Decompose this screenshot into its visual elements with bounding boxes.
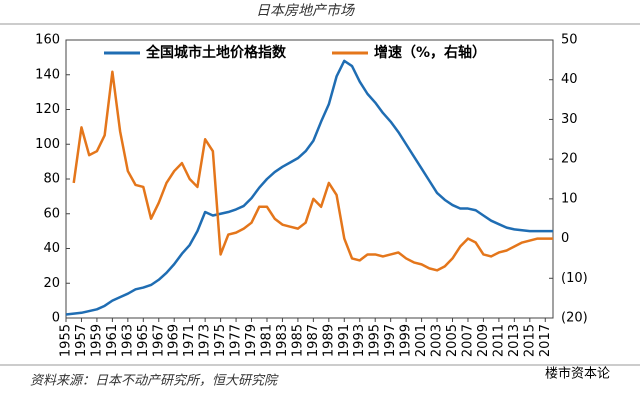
x-tick-label: 1977 — [229, 324, 244, 357]
series-line — [65, 59, 553, 316]
x-tick-label: 2017 — [538, 324, 553, 357]
y-tick-label: 120 — [35, 102, 60, 117]
x-tick-label: 1985 — [290, 324, 305, 357]
plot-frame — [65, 39, 554, 319]
legend-label: 全国城市土地价格指数 — [145, 44, 287, 61]
y-tick-label: 40 — [43, 241, 60, 256]
y-tick-label: 0 — [52, 311, 60, 326]
x-tick-label: 1967 — [151, 324, 166, 357]
x-tick-label: 1969 — [167, 324, 182, 357]
x-tick-label: 1957 — [74, 324, 89, 357]
x-tick-label: 1965 — [136, 324, 151, 357]
x-tick-label: 2011 — [491, 324, 506, 357]
y2-tick-label: 0 — [561, 231, 569, 246]
chart-title: 日本房地产市场 — [256, 3, 355, 19]
x-tick-label: 1979 — [244, 324, 259, 357]
y-tick-label: 100 — [35, 137, 60, 152]
y-tick-label: 140 — [35, 67, 60, 82]
y2-tick-label: 30 — [561, 112, 578, 127]
y2-tick-label: 50 — [561, 33, 578, 48]
x-tick-label: 1981 — [259, 324, 274, 357]
x-tick-label: 1991 — [337, 324, 352, 357]
y-tick-label: 20 — [43, 276, 60, 291]
x-tick-label: 1993 — [352, 324, 367, 357]
x-tick-label: 1989 — [321, 324, 336, 357]
y2-tick-label: 10 — [561, 191, 578, 206]
x-tick-label: 2001 — [414, 324, 429, 357]
y2-tick-label: 20 — [561, 152, 578, 167]
x-tick-label: 1971 — [182, 324, 197, 357]
x-tick-label: 1983 — [275, 324, 290, 357]
x-tick-label: 2013 — [507, 324, 522, 357]
x-tick-label: 1963 — [120, 324, 135, 357]
y-tick-label: 80 — [43, 172, 60, 187]
x-tick-label: 2015 — [522, 324, 537, 357]
y2-tick-label: 40 — [561, 72, 578, 87]
x-tick-label: 1999 — [399, 324, 414, 357]
x-tick-label: 1955 — [59, 324, 74, 357]
x-tick-label: 2005 — [445, 324, 460, 357]
x-tick-label: 1961 — [105, 324, 120, 357]
x-tick-label: 1973 — [198, 324, 213, 357]
legend-label: 增速（%，右轴） — [374, 44, 486, 61]
x-tick-label: 1997 — [383, 324, 398, 357]
y-tick-label: 160 — [35, 33, 60, 48]
x-tick-label: 2003 — [430, 324, 445, 357]
watermark: 楼市资本论 — [545, 366, 610, 382]
x-tick-label: 1975 — [213, 324, 228, 357]
x-tick-label: 1987 — [306, 324, 321, 357]
x-tick-label: 2007 — [460, 324, 475, 357]
y2-tick-label: (20) — [561, 311, 588, 326]
x-tick-label: 1995 — [368, 324, 383, 357]
y-tick-label: 60 — [43, 206, 60, 221]
y2-tick-label: (10) — [561, 271, 588, 286]
x-tick-label: 2009 — [476, 324, 491, 357]
x-tick-label: 1959 — [89, 324, 104, 357]
series-line — [72, 70, 553, 272]
source: 资料来源：日本不动产研究所，恒大研究院 — [30, 373, 279, 389]
